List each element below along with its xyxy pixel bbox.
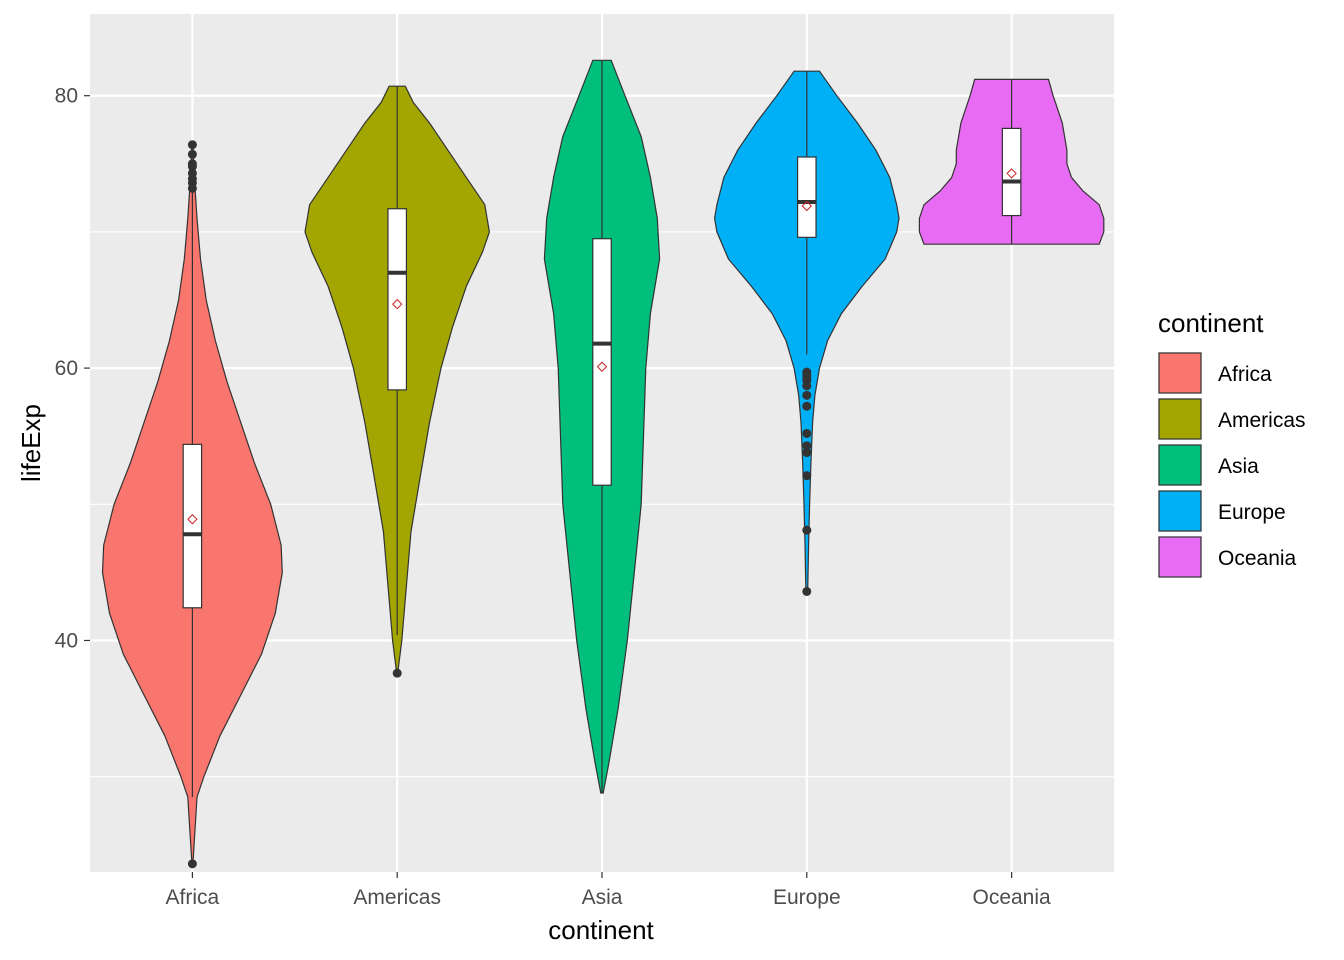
- y-tick-label: 80: [55, 85, 78, 108]
- legend-label-americas: Americas: [1218, 409, 1306, 432]
- y-tick-label: 60: [55, 357, 78, 380]
- legend-label-africa: Africa: [1218, 363, 1272, 386]
- outlier-point: [392, 668, 402, 678]
- outlier-point: [802, 586, 812, 596]
- outlier-point: [187, 149, 197, 159]
- legend-swatch-europe: [1158, 490, 1202, 532]
- x-axis: Africa Americas Asia Europe Oceania: [166, 872, 1051, 909]
- mean-marker-asia: [596, 361, 608, 372]
- mean-marker-europe: [801, 200, 813, 212]
- x-tick-label: Europe: [773, 886, 841, 909]
- outlier-point: [187, 140, 197, 150]
- outlier-point: [802, 428, 812, 438]
- x-tick-label: Asia: [582, 886, 623, 909]
- legend-label-asia: Asia: [1218, 455, 1259, 478]
- y-axis-title: lifeExp: [16, 404, 46, 482]
- outlier-point: [187, 168, 197, 178]
- legend-swatch-oceania: [1158, 536, 1202, 578]
- x-tick-label: Americas: [353, 886, 441, 909]
- box-oceania: [1001, 127, 1022, 217]
- y-tick-label: 40: [55, 629, 78, 652]
- boxplot-layer: [182, 60, 1022, 869]
- x-tick-label: Africa: [166, 886, 220, 909]
- outlier-point: [187, 859, 197, 869]
- x-axis-title: continent: [548, 915, 654, 945]
- legend: continent Africa Americas Asia Europe Oceani…: [1158, 308, 1306, 578]
- legend-swatch-asia: [1158, 444, 1202, 486]
- legend-label-europe: Europe: [1218, 501, 1286, 524]
- outlier-point: [802, 471, 812, 481]
- outlier-point: [802, 441, 812, 451]
- legend-title: continent: [1158, 308, 1264, 338]
- mean-marker-oceania: [1006, 168, 1017, 179]
- mean-marker-americas: [391, 298, 403, 310]
- outlier-point: [802, 401, 812, 411]
- legend-label-oceania: Oceania: [1218, 547, 1297, 570]
- mean-marker-africa: [187, 514, 198, 525]
- outlier-point: [802, 448, 812, 458]
- y-axis: 40 60 80: [55, 85, 90, 652]
- outlier-point: [802, 390, 812, 400]
- legend-swatch-americas: [1158, 398, 1202, 440]
- outlier-point: [802, 525, 812, 535]
- box-europe: [796, 156, 817, 238]
- legend-swatch-africa: [1158, 352, 1202, 394]
- outlier-point: [802, 367, 812, 377]
- outlier-point: [802, 381, 812, 391]
- box-africa: [182, 443, 203, 609]
- x-tick-label: Oceania: [972, 886, 1051, 909]
- outlier-point: [187, 159, 197, 169]
